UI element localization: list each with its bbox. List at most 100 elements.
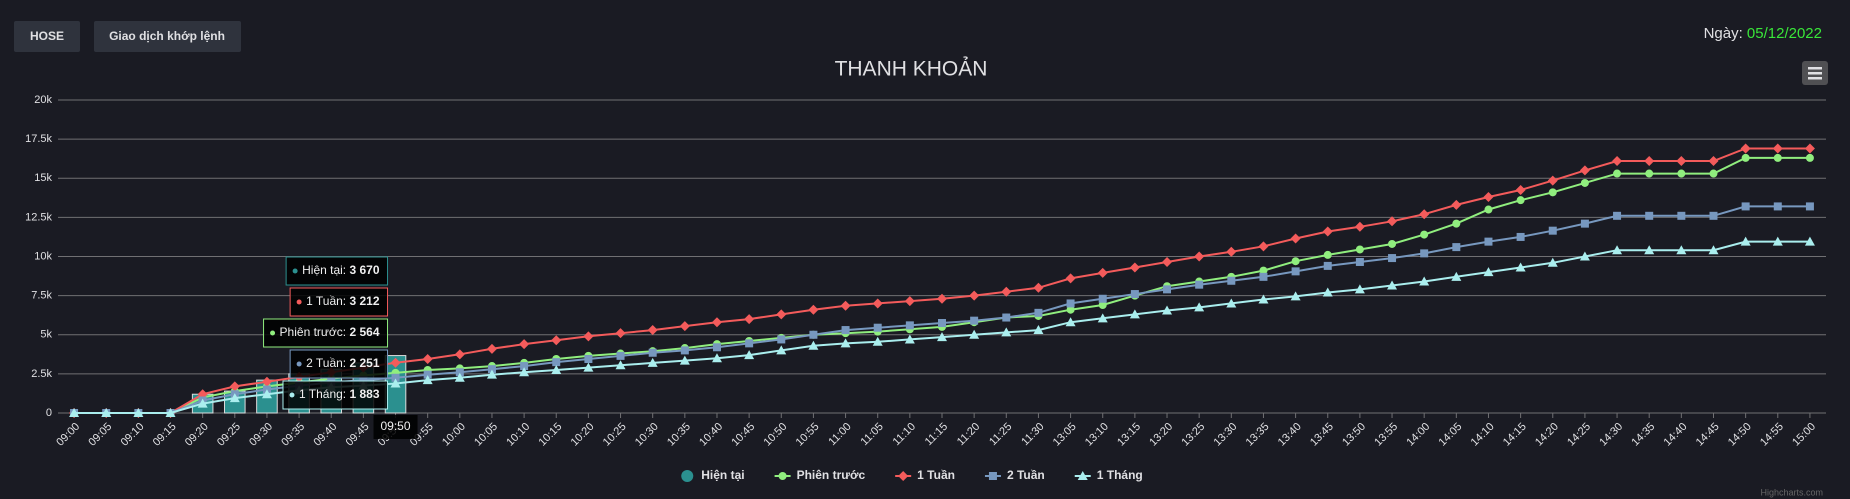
button[interactable] bbox=[94, 21, 241, 52]
tooltip-name: Hiện tại: bbox=[302, 263, 346, 277]
marker bbox=[229, 381, 240, 392]
marker bbox=[679, 321, 690, 332]
x-tick-label: 14:00 bbox=[1404, 421, 1432, 449]
x-tick-label: 14:20 bbox=[1533, 421, 1561, 449]
x-tick-label: 09:35 bbox=[279, 421, 307, 449]
marker bbox=[898, 471, 909, 481]
marker bbox=[1258, 294, 1269, 304]
tooltip-box bbox=[285, 256, 389, 286]
marker bbox=[1613, 211, 1622, 220]
marker bbox=[1290, 233, 1301, 244]
x-tick-label: 13:15 bbox=[1115, 421, 1143, 449]
x-tick-label: 14:50 bbox=[1726, 421, 1754, 449]
x-tick-label: 13:05 bbox=[1051, 421, 1079, 449]
x-tick-label: 11:30 bbox=[1019, 421, 1046, 448]
marker bbox=[1129, 262, 1140, 273]
marker bbox=[1033, 282, 1044, 293]
marker bbox=[1065, 317, 1076, 327]
legend: Hiện tại Phiên trước 1 Tuần 2 Tuần 1 Tháng bbox=[681, 468, 1143, 482]
legend-item[interactable]: 2 Tuần bbox=[984, 468, 1045, 482]
x-tick-label: 11:00 bbox=[826, 421, 853, 448]
tooltip-category-label: 09:50 bbox=[381, 419, 411, 433]
marker bbox=[519, 339, 530, 350]
marker bbox=[1613, 169, 1622, 178]
marker bbox=[937, 293, 947, 304]
tooltip-name: 2 Tuần: bbox=[306, 356, 346, 370]
marker bbox=[1579, 165, 1590, 176]
tooltip-category: 09:50 bbox=[373, 415, 418, 439]
marker bbox=[776, 345, 787, 355]
marker bbox=[1612, 156, 1623, 167]
marker bbox=[969, 329, 980, 339]
legend-item[interactable]: Phiên trước bbox=[774, 468, 866, 482]
marker bbox=[1483, 267, 1494, 277]
legend-item[interactable]: Hiện tại bbox=[681, 468, 745, 482]
menu-icon[interactable] bbox=[1808, 67, 1822, 70]
marker bbox=[1097, 313, 1108, 323]
chart-title: THANH KHOẢN bbox=[835, 58, 988, 81]
marker bbox=[1708, 156, 1719, 167]
legend-item[interactable]: 1 Tháng bbox=[1074, 468, 1143, 482]
marker bbox=[745, 339, 754, 348]
tooltip: 2 Tuần: 2 251 bbox=[289, 349, 389, 379]
menu-icon[interactable] bbox=[1808, 77, 1822, 80]
marker bbox=[1098, 301, 1107, 310]
x-tick-label: 14:35 bbox=[1629, 421, 1657, 449]
x-tick-label: 11:25 bbox=[987, 421, 1014, 448]
menu-button[interactable] bbox=[1802, 61, 1828, 85]
marker bbox=[455, 368, 464, 377]
marker bbox=[1355, 257, 1364, 266]
tooltip-dot bbox=[289, 392, 295, 398]
x-tick-label: 11:20 bbox=[955, 421, 982, 448]
tooltip-dot bbox=[296, 299, 302, 305]
menu-icon[interactable] bbox=[1808, 72, 1822, 75]
marker bbox=[1066, 305, 1075, 314]
marker bbox=[1515, 262, 1526, 272]
marker bbox=[1483, 192, 1494, 203]
marker bbox=[648, 348, 657, 357]
marker bbox=[776, 309, 787, 320]
marker bbox=[1709, 211, 1718, 220]
tooltip-box bbox=[289, 287, 389, 317]
marker bbox=[1195, 280, 1204, 289]
marker bbox=[520, 362, 529, 371]
x-tick-label: 09:00 bbox=[54, 421, 82, 449]
marker bbox=[1484, 237, 1493, 246]
marker bbox=[1741, 202, 1750, 211]
marker bbox=[1420, 249, 1429, 258]
tooltip-dot bbox=[292, 268, 298, 274]
marker bbox=[1227, 276, 1236, 285]
marker bbox=[1548, 226, 1557, 235]
marker bbox=[486, 343, 497, 354]
marker bbox=[1677, 211, 1686, 220]
marker bbox=[1516, 232, 1525, 241]
x-tick-label: 13:20 bbox=[1147, 421, 1175, 449]
marker bbox=[712, 343, 721, 352]
x-tick-label: 13:50 bbox=[1340, 421, 1368, 449]
marker bbox=[229, 393, 240, 403]
x-tick-label: 10:05 bbox=[472, 421, 500, 449]
x-tick-label: 10:10 bbox=[504, 421, 532, 449]
marker bbox=[744, 314, 755, 325]
button[interactable] bbox=[14, 21, 80, 52]
button-label[interactable]: Giao dịch khớp lệnh bbox=[109, 29, 225, 43]
marker bbox=[1066, 299, 1075, 308]
legend-item[interactable]: 1 Tuần bbox=[895, 468, 955, 482]
y-tick-label: 5k bbox=[40, 329, 52, 341]
marker bbox=[904, 296, 915, 307]
button-label[interactable]: HOSE bbox=[30, 29, 64, 43]
marker bbox=[1194, 251, 1205, 262]
marker bbox=[711, 353, 722, 363]
marker bbox=[970, 316, 979, 325]
tooltip: Hiện tại: 3 670 bbox=[285, 256, 389, 286]
marker bbox=[1194, 302, 1205, 312]
marker bbox=[1484, 205, 1493, 214]
marker bbox=[1388, 254, 1397, 263]
x-tick-label: 14:15 bbox=[1501, 421, 1529, 449]
marker bbox=[1129, 309, 1140, 319]
tooltip-value: 3 212 bbox=[349, 294, 379, 308]
x-tick-label: 13:40 bbox=[1276, 421, 1304, 449]
tooltip: Phiên trước: 2 564 bbox=[263, 318, 389, 348]
credits[interactable]: Highcharts.com bbox=[1760, 487, 1823, 497]
